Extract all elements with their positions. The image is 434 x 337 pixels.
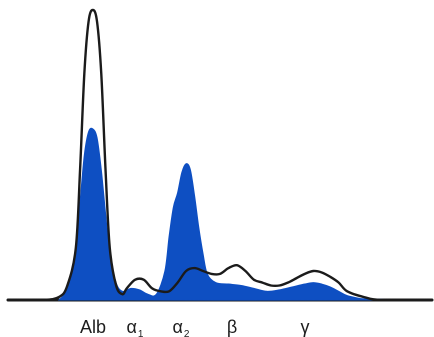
fraction-label-subscript: 1 (138, 329, 144, 337)
fraction-label: α2 (173, 317, 190, 337)
fraction-label-base: β (227, 317, 237, 337)
fraction-label-base: α (173, 317, 183, 337)
fraction-label-base: γ (301, 317, 310, 337)
fraction-label-subscript: 2 (184, 329, 190, 337)
protein-fill-profile (57, 127, 390, 301)
fraction-label-base: Alb (80, 317, 106, 337)
fraction-label: β (227, 317, 237, 337)
fraction-label: Alb (80, 317, 106, 337)
fraction-label: α1 (127, 317, 144, 337)
protein-outline-profile (6, 8, 434, 302)
fraction-label: γ (301, 317, 310, 337)
fraction-label-base: α (127, 317, 137, 337)
